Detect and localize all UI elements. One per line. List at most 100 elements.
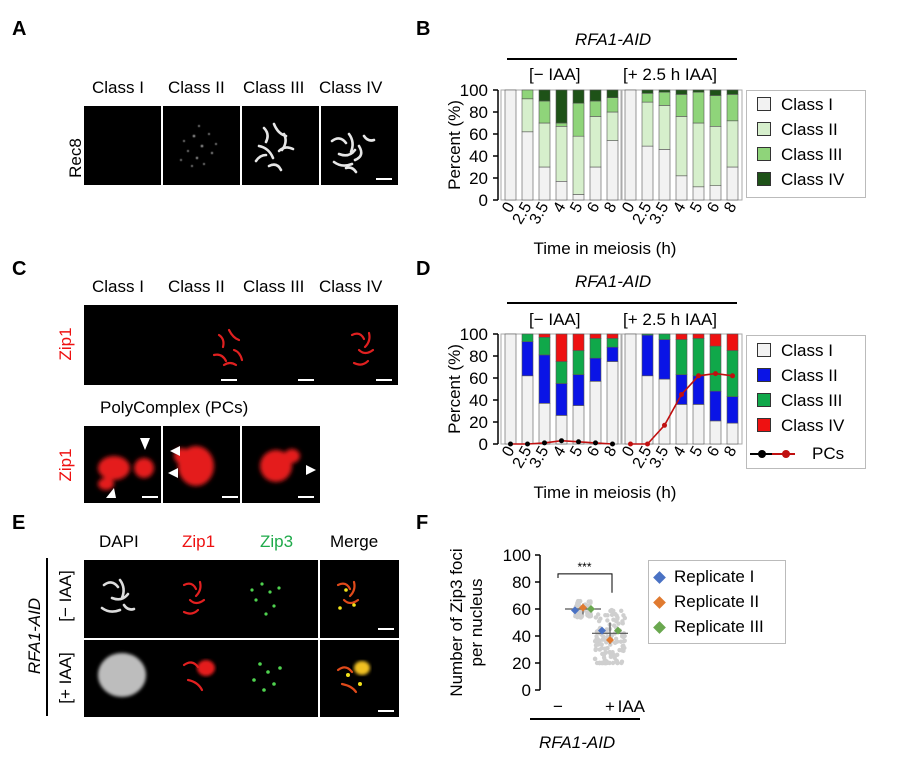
pcs-point xyxy=(525,441,530,447)
bar-segment xyxy=(641,334,654,377)
bar-segment xyxy=(589,100,602,117)
chart-f-svg: 0 20 40 60 80 100 Number of Zip3 foci per nucle… xyxy=(447,546,646,716)
bar-segment xyxy=(521,131,534,201)
zip1-micrograph-strip xyxy=(84,305,398,385)
bar-segment xyxy=(606,338,619,348)
bar-segment xyxy=(555,383,568,416)
bar-segment xyxy=(641,101,654,147)
bar-segment xyxy=(641,375,654,445)
x-axis-label: IAA xyxy=(618,697,646,716)
legend-swatch xyxy=(757,122,771,136)
bar-segment xyxy=(658,105,671,150)
x-axis-label: Time in meiosis (h) xyxy=(534,483,677,502)
bar-segment xyxy=(658,333,671,340)
bar-segment xyxy=(675,116,688,177)
nucleus-point xyxy=(575,600,580,606)
col-label-zip1: Zip1 xyxy=(182,532,216,551)
legend-swatch xyxy=(757,368,771,382)
arrowhead-icon xyxy=(140,438,150,450)
bar-segment xyxy=(538,354,551,404)
condition-minus-iaa: [− IAA] xyxy=(529,65,581,84)
y-tick-label: 80 xyxy=(469,347,488,366)
bar-segment xyxy=(726,94,739,122)
col-label-class-i: Class I xyxy=(92,277,144,296)
bar-segment xyxy=(641,333,654,336)
nucleus-point xyxy=(602,646,608,651)
bar-segment xyxy=(641,145,654,201)
nucleus-point xyxy=(595,612,601,617)
nucleus-point xyxy=(593,646,599,652)
bar-segment xyxy=(709,420,722,445)
panel-label-a: A xyxy=(12,18,27,40)
pcs-point xyxy=(576,439,581,445)
strain-label-b: RFA1-AID xyxy=(575,30,652,49)
col-label-class-ii: Class II xyxy=(168,78,225,97)
bar-segment xyxy=(726,422,739,445)
nucleus-point xyxy=(586,611,591,616)
pcs-point xyxy=(593,440,598,446)
strain-underline-d xyxy=(507,302,737,304)
legend-label: Class III xyxy=(781,145,843,164)
strain-underline-b xyxy=(507,58,737,60)
nucleus-point xyxy=(620,621,625,626)
y-tick-label: 60 xyxy=(469,369,488,388)
bar-segment xyxy=(589,338,602,359)
bar-segment xyxy=(521,98,534,133)
x-tick-label: 3.5 xyxy=(647,199,673,227)
nucleus-point xyxy=(598,616,603,621)
nucleus-point xyxy=(613,636,619,642)
nucleus-point xyxy=(593,615,599,620)
y-tick-label: 60 xyxy=(512,600,531,619)
nucleus-point xyxy=(592,656,598,662)
bar-segment xyxy=(589,333,602,339)
y-axis-label: Percent (%) xyxy=(445,100,464,190)
bar-segment xyxy=(675,333,688,340)
col-label-dapi: DAPI xyxy=(99,532,139,551)
bar-segment xyxy=(726,396,739,424)
pcs-point xyxy=(696,373,701,379)
strain-label-e: RFA1-AID xyxy=(25,597,44,675)
zip3-micrograph-grid xyxy=(84,560,399,717)
pcs-point xyxy=(662,422,667,428)
nucleus-point xyxy=(611,608,616,613)
nucleus-point xyxy=(614,658,619,664)
bar-segment xyxy=(538,166,551,201)
stain-label-rec8: Rec8 xyxy=(66,138,85,178)
pcs-point xyxy=(645,441,650,447)
bar-segment xyxy=(572,194,585,201)
x-tick-label: 8 xyxy=(601,199,620,215)
bar-segment xyxy=(572,374,585,406)
pcs-point xyxy=(542,440,547,446)
nucleus-point xyxy=(608,652,613,657)
bar-segment xyxy=(572,350,585,376)
pcs-point xyxy=(610,441,615,447)
pcs-point xyxy=(628,441,633,447)
row-label-plus-iaa: [+ IAA] xyxy=(56,652,75,704)
legend-marker-rep2 xyxy=(653,596,666,609)
bar-segment xyxy=(521,89,534,100)
legend-label: Class III xyxy=(781,391,843,410)
strain-bracket xyxy=(46,558,48,716)
legend-marker-rep3 xyxy=(653,621,666,634)
legend-label: Replicate III xyxy=(674,617,764,636)
bar-segment xyxy=(606,97,619,113)
y-tick-label: 60 xyxy=(469,125,488,144)
bar-segment xyxy=(624,333,637,445)
bar-segment xyxy=(692,91,705,124)
bar-segment xyxy=(692,186,705,201)
legend-swatch xyxy=(757,343,771,357)
x-tick-label: − xyxy=(553,697,563,716)
y-tick-label: 40 xyxy=(469,391,488,410)
condition-plus-iaa: [+ 2.5 h IAA] xyxy=(623,310,718,329)
y-tick-label: 0 xyxy=(522,681,531,700)
col-label-merge: Merge xyxy=(330,532,379,551)
bar-segment xyxy=(521,333,534,342)
nucleus-point xyxy=(579,611,584,617)
y-tick-label: 0 xyxy=(479,191,488,210)
y-tick-label: 80 xyxy=(512,573,531,592)
nucleus-point xyxy=(614,652,620,658)
replicate-point xyxy=(614,626,622,635)
pcs-point xyxy=(559,438,564,444)
nucleus-point xyxy=(597,660,602,666)
